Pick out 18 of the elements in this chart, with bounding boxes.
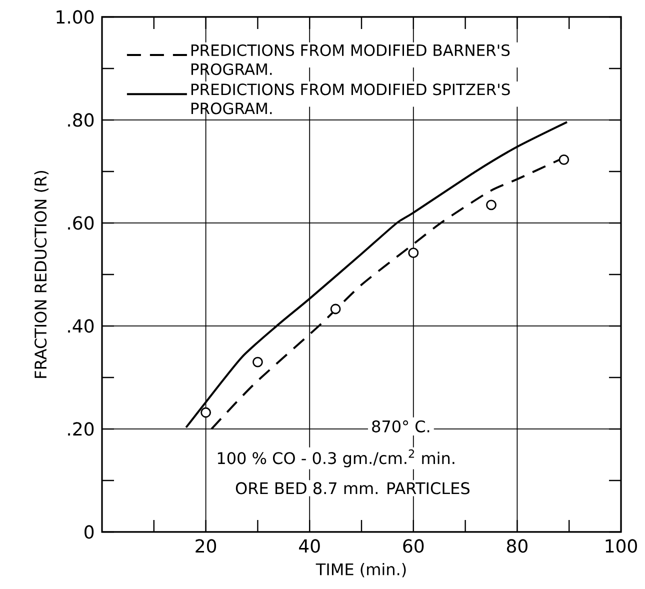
annotation: ORE BED 8.7 mm. PARTICLES	[236, 482, 470, 494]
annotation: 100 % CO - 0.3 gm./cm.$^{2}$ min.	[218, 449, 454, 468]
legend-label: PREDICTIONS FROM MODIFIED BARNER'S PROGRAM.	[191, 44, 510, 76]
x-tick-label: 20	[196, 539, 216, 553]
annotation: 870° C.	[372, 420, 430, 432]
y-tick-label: 0	[84, 525, 94, 539]
y-axis-title: FRACTION REDUCTION (R)	[34, 170, 49, 378]
x-tick-label: 80	[506, 539, 528, 553]
x-tick-label: 60	[403, 539, 424, 553]
y-tick-label: .20	[68, 422, 94, 436]
x-tick-label: 40	[299, 539, 320, 553]
y-tick-label: 1.00	[56, 10, 94, 24]
x-tick-label: 100	[606, 539, 637, 553]
y-tick-label: .60	[68, 216, 94, 230]
y-tick-label: .80	[68, 113, 94, 127]
legend-label: PREDICTIONS FROM MODIFIED SPITZER'S PROGRAM.	[191, 84, 510, 114]
x-axis-title: TIME (min.)	[316, 562, 406, 578]
y-tick-label: .40	[68, 319, 94, 333]
